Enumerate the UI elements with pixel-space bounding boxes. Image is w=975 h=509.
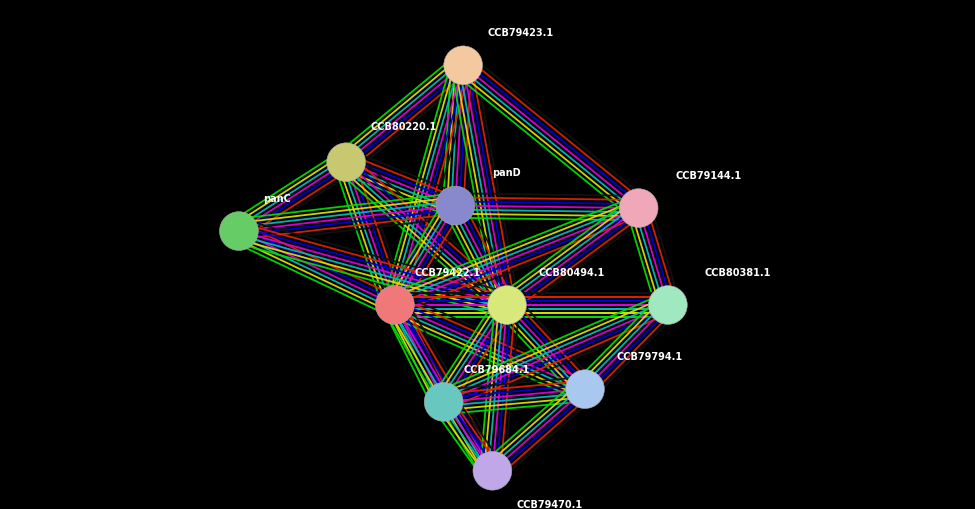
Text: CCB79684.1: CCB79684.1 [463,364,529,374]
Circle shape [327,144,366,182]
Circle shape [375,286,414,325]
Circle shape [566,370,604,409]
Circle shape [444,47,483,86]
Text: CCB79794.1: CCB79794.1 [616,351,682,361]
Text: CCB79144.1: CCB79144.1 [676,171,742,181]
Circle shape [436,187,475,225]
Circle shape [219,212,258,251]
Text: panD: panD [492,168,521,178]
Circle shape [648,286,687,325]
Text: CCB80381.1: CCB80381.1 [705,267,771,277]
Text: CCB79422.1: CCB79422.1 [414,267,481,277]
Circle shape [619,189,658,228]
Text: CCB80494.1: CCB80494.1 [538,267,604,277]
Circle shape [473,451,512,490]
Text: CCB79423.1: CCB79423.1 [488,28,554,38]
Circle shape [488,286,526,325]
Text: panC: panC [263,193,292,204]
Circle shape [424,383,463,421]
Text: CCB80220.1: CCB80220.1 [370,122,437,132]
Text: CCB79470.1: CCB79470.1 [517,499,583,509]
